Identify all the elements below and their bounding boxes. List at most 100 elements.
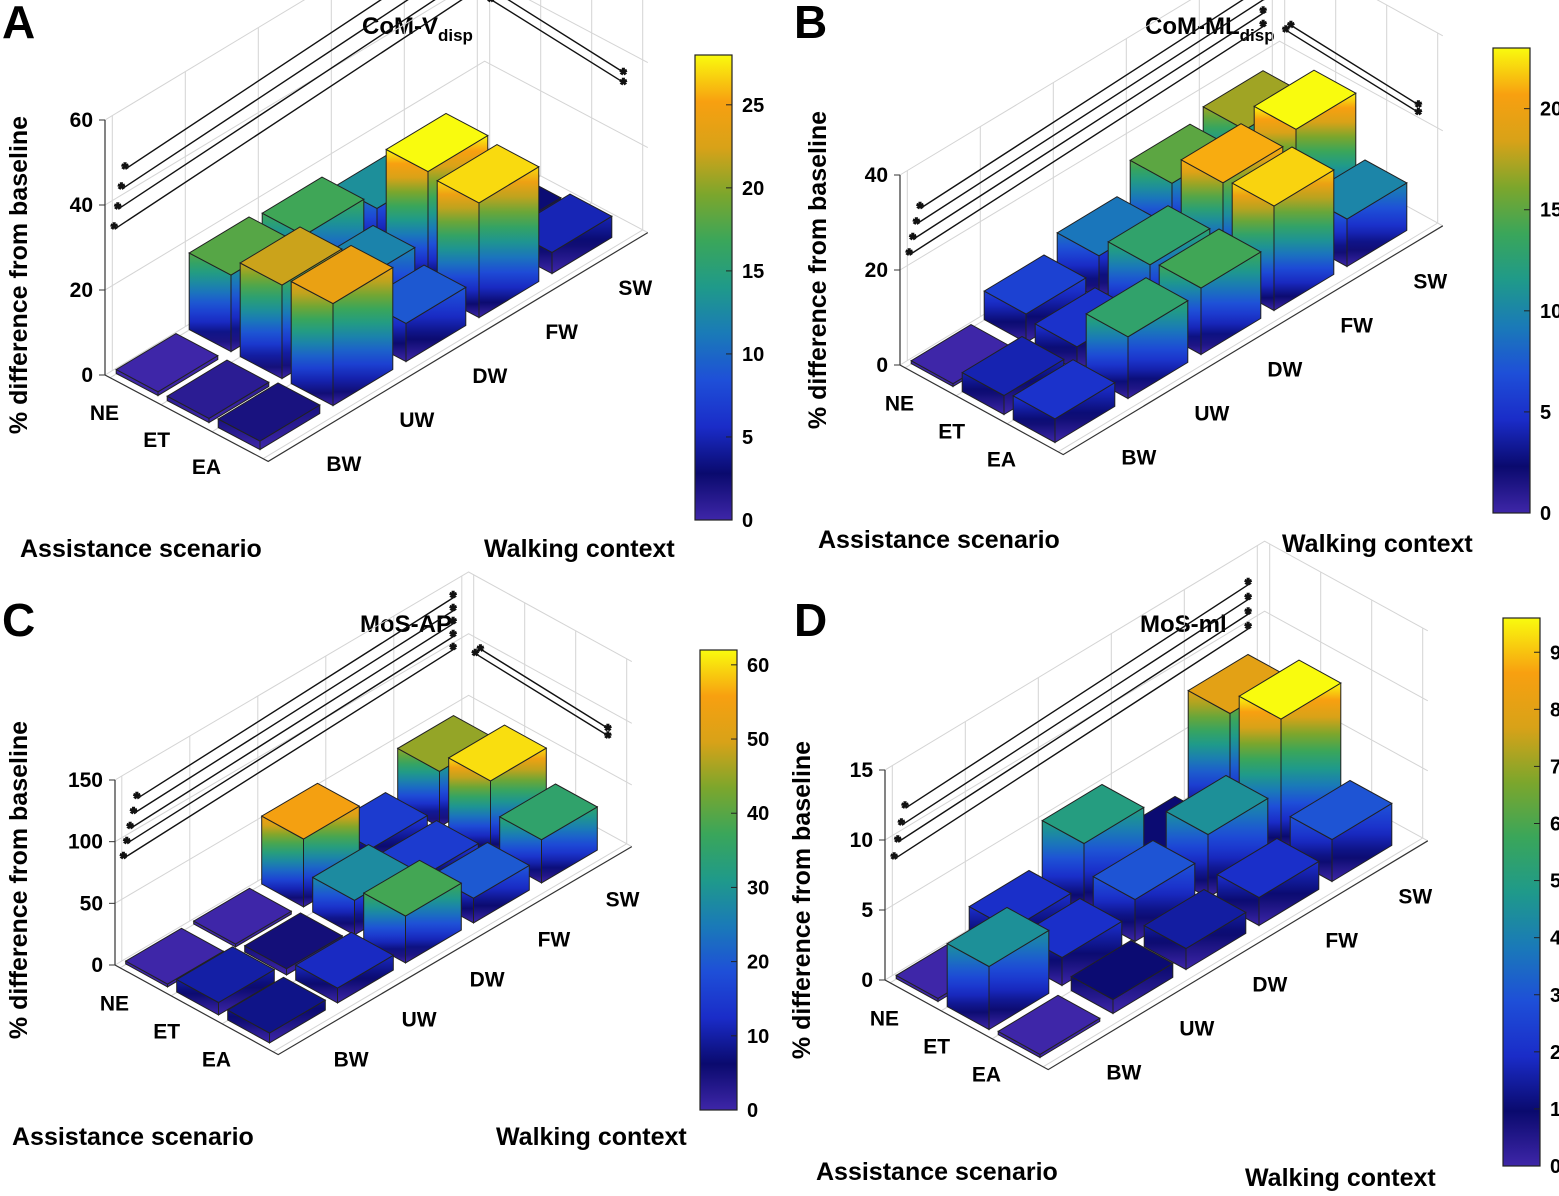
significance-star: * [1288, 19, 1295, 36]
bar-ET-BW [175, 946, 276, 1016]
significance-line [895, 627, 1251, 859]
scenario-tick-label: NE [100, 992, 129, 1015]
bar-EA-BW [217, 382, 321, 451]
significance-star: * [472, 648, 479, 665]
z-tick-label: 5 [861, 899, 873, 922]
context-tick-label: SW [1398, 885, 1432, 908]
colorbar-tick-label: 30 [747, 877, 769, 899]
bar-top-face [1158, 228, 1262, 289]
significance-star: * [1245, 591, 1252, 608]
x-axis-label-b: Assistance scenario [818, 526, 1060, 554]
bar-EA-DW [362, 859, 463, 964]
bar-top-face [1231, 146, 1335, 207]
significance-star: * [124, 835, 131, 852]
bar-top-face [1253, 69, 1357, 130]
significance-line [921, 0, 1244, 208]
colorbar-tick-label: 5 [742, 427, 753, 449]
colorbar-tick-label: 4 [1550, 928, 1559, 950]
bars-a: 0 20 40 60 NE ET EA BW UW DW FW SW ************ [70, 0, 652, 479]
z-tick-label: 40 [865, 164, 888, 187]
context-tick-label: BW [334, 1049, 369, 1072]
bar-top-face [226, 976, 327, 1034]
significance-line [126, 0, 382, 169]
context-tick-label: UW [399, 409, 434, 432]
bar-top-face [1085, 277, 1189, 338]
axis-edge [114, 780, 633, 1056]
colorbar-tick-label: 7 [1550, 756, 1559, 778]
colorbar-tick-label: 60 [747, 655, 769, 677]
panel-d: D MoS-ml % difference from baseline Assi… [788, 540, 1559, 1192]
z-axis-label-c: % difference from baseline [5, 721, 33, 1039]
bar-top-face [115, 333, 219, 393]
panel-title-a: CoM-Vdisp [362, 13, 473, 45]
colorbar-tick-label: 25 [742, 95, 764, 117]
significance-line [122, 0, 409, 189]
context-tick-label: UW [1179, 1017, 1214, 1040]
gridline-floor [262, 229, 643, 460]
significance-star: * [1415, 99, 1422, 116]
axes-box-a [104, 120, 649, 463]
bar-EA-UW [294, 931, 395, 1004]
significance-star: * [1245, 606, 1252, 623]
significance-line [899, 612, 1251, 842]
panel-c: C MoS-AP % difference from baseline Assi… [2, 571, 769, 1151]
significance-star: * [127, 820, 134, 837]
axis-edge [884, 770, 1429, 1071]
gridline-z [899, 0, 1444, 176]
z-axis-label-d: % difference from baseline [788, 741, 816, 1059]
significance-star: * [898, 817, 905, 834]
bar-EA-BW [1012, 359, 1116, 444]
gridline-z [104, 60, 649, 291]
y-axis-label-a: Walking context [484, 535, 675, 563]
bar-top-face [239, 226, 343, 286]
z-tick-label: 20 [865, 259, 888, 282]
z-tick-label: 0 [876, 354, 888, 377]
bar-top-face [294, 931, 395, 989]
bar-top-face [997, 994, 1101, 1055]
colorbar-tick-label: 3 [1550, 985, 1559, 1007]
bar-top-face [260, 782, 361, 840]
significance-star: * [477, 643, 484, 660]
significance-line [1287, 30, 1421, 115]
bar-NE-BW [115, 333, 219, 397]
context-tick-label: BW [1106, 1061, 1141, 1084]
significance-star: * [118, 181, 125, 198]
bar-EA-FW [436, 144, 540, 319]
colorbar-tick-label: 10 [1540, 301, 1559, 323]
significance-star: * [620, 77, 627, 94]
bar-ET-BW [946, 906, 1050, 1031]
colorbar-tick-label: 15 [742, 261, 764, 283]
significance-c: ************** [119, 589, 612, 868]
panel-b: B CoM-MLdisp % difference from baseline … [794, 0, 1559, 558]
bar-top-face [1143, 888, 1247, 950]
colorbar-tick-label: 15 [1540, 200, 1559, 222]
axes-box-d [884, 770, 1429, 1071]
bar-top-face [1107, 205, 1211, 266]
z-tick-label: 150 [68, 769, 103, 792]
bar-EA-UW [290, 244, 394, 407]
significance-star: * [913, 216, 920, 233]
bar-top-face [192, 887, 293, 945]
z-tick-label: 0 [861, 969, 873, 992]
gridline-z [104, 0, 306, 121]
context-tick-label: FW [545, 321, 578, 344]
significance-line [119, 0, 436, 209]
significance-line [128, 634, 456, 843]
colorbar-gradient [694, 54, 733, 521]
context-tick-label: DW [1267, 358, 1302, 381]
colorbar-tick-label: 5 [1540, 402, 1551, 424]
significance-star: * [917, 200, 924, 217]
colorbar-tick-label: 9 [1550, 642, 1559, 664]
axis-edge [104, 120, 649, 463]
scenario-tick-label: ET [938, 420, 965, 443]
significance-star: * [134, 790, 141, 807]
colorbar-tick-label: 5 [1550, 871, 1559, 893]
significance-line [135, 609, 456, 813]
colorbar-tick-label: 0 [742, 510, 753, 532]
z-tick-label: 50 [80, 892, 103, 915]
significance-star: * [130, 805, 137, 822]
colorbar-a: 0 5 10 15 20 25 [694, 54, 764, 532]
bar-top-face [498, 783, 599, 841]
gridline-floor [1042, 837, 1423, 1068]
significance-star: * [1245, 621, 1252, 638]
